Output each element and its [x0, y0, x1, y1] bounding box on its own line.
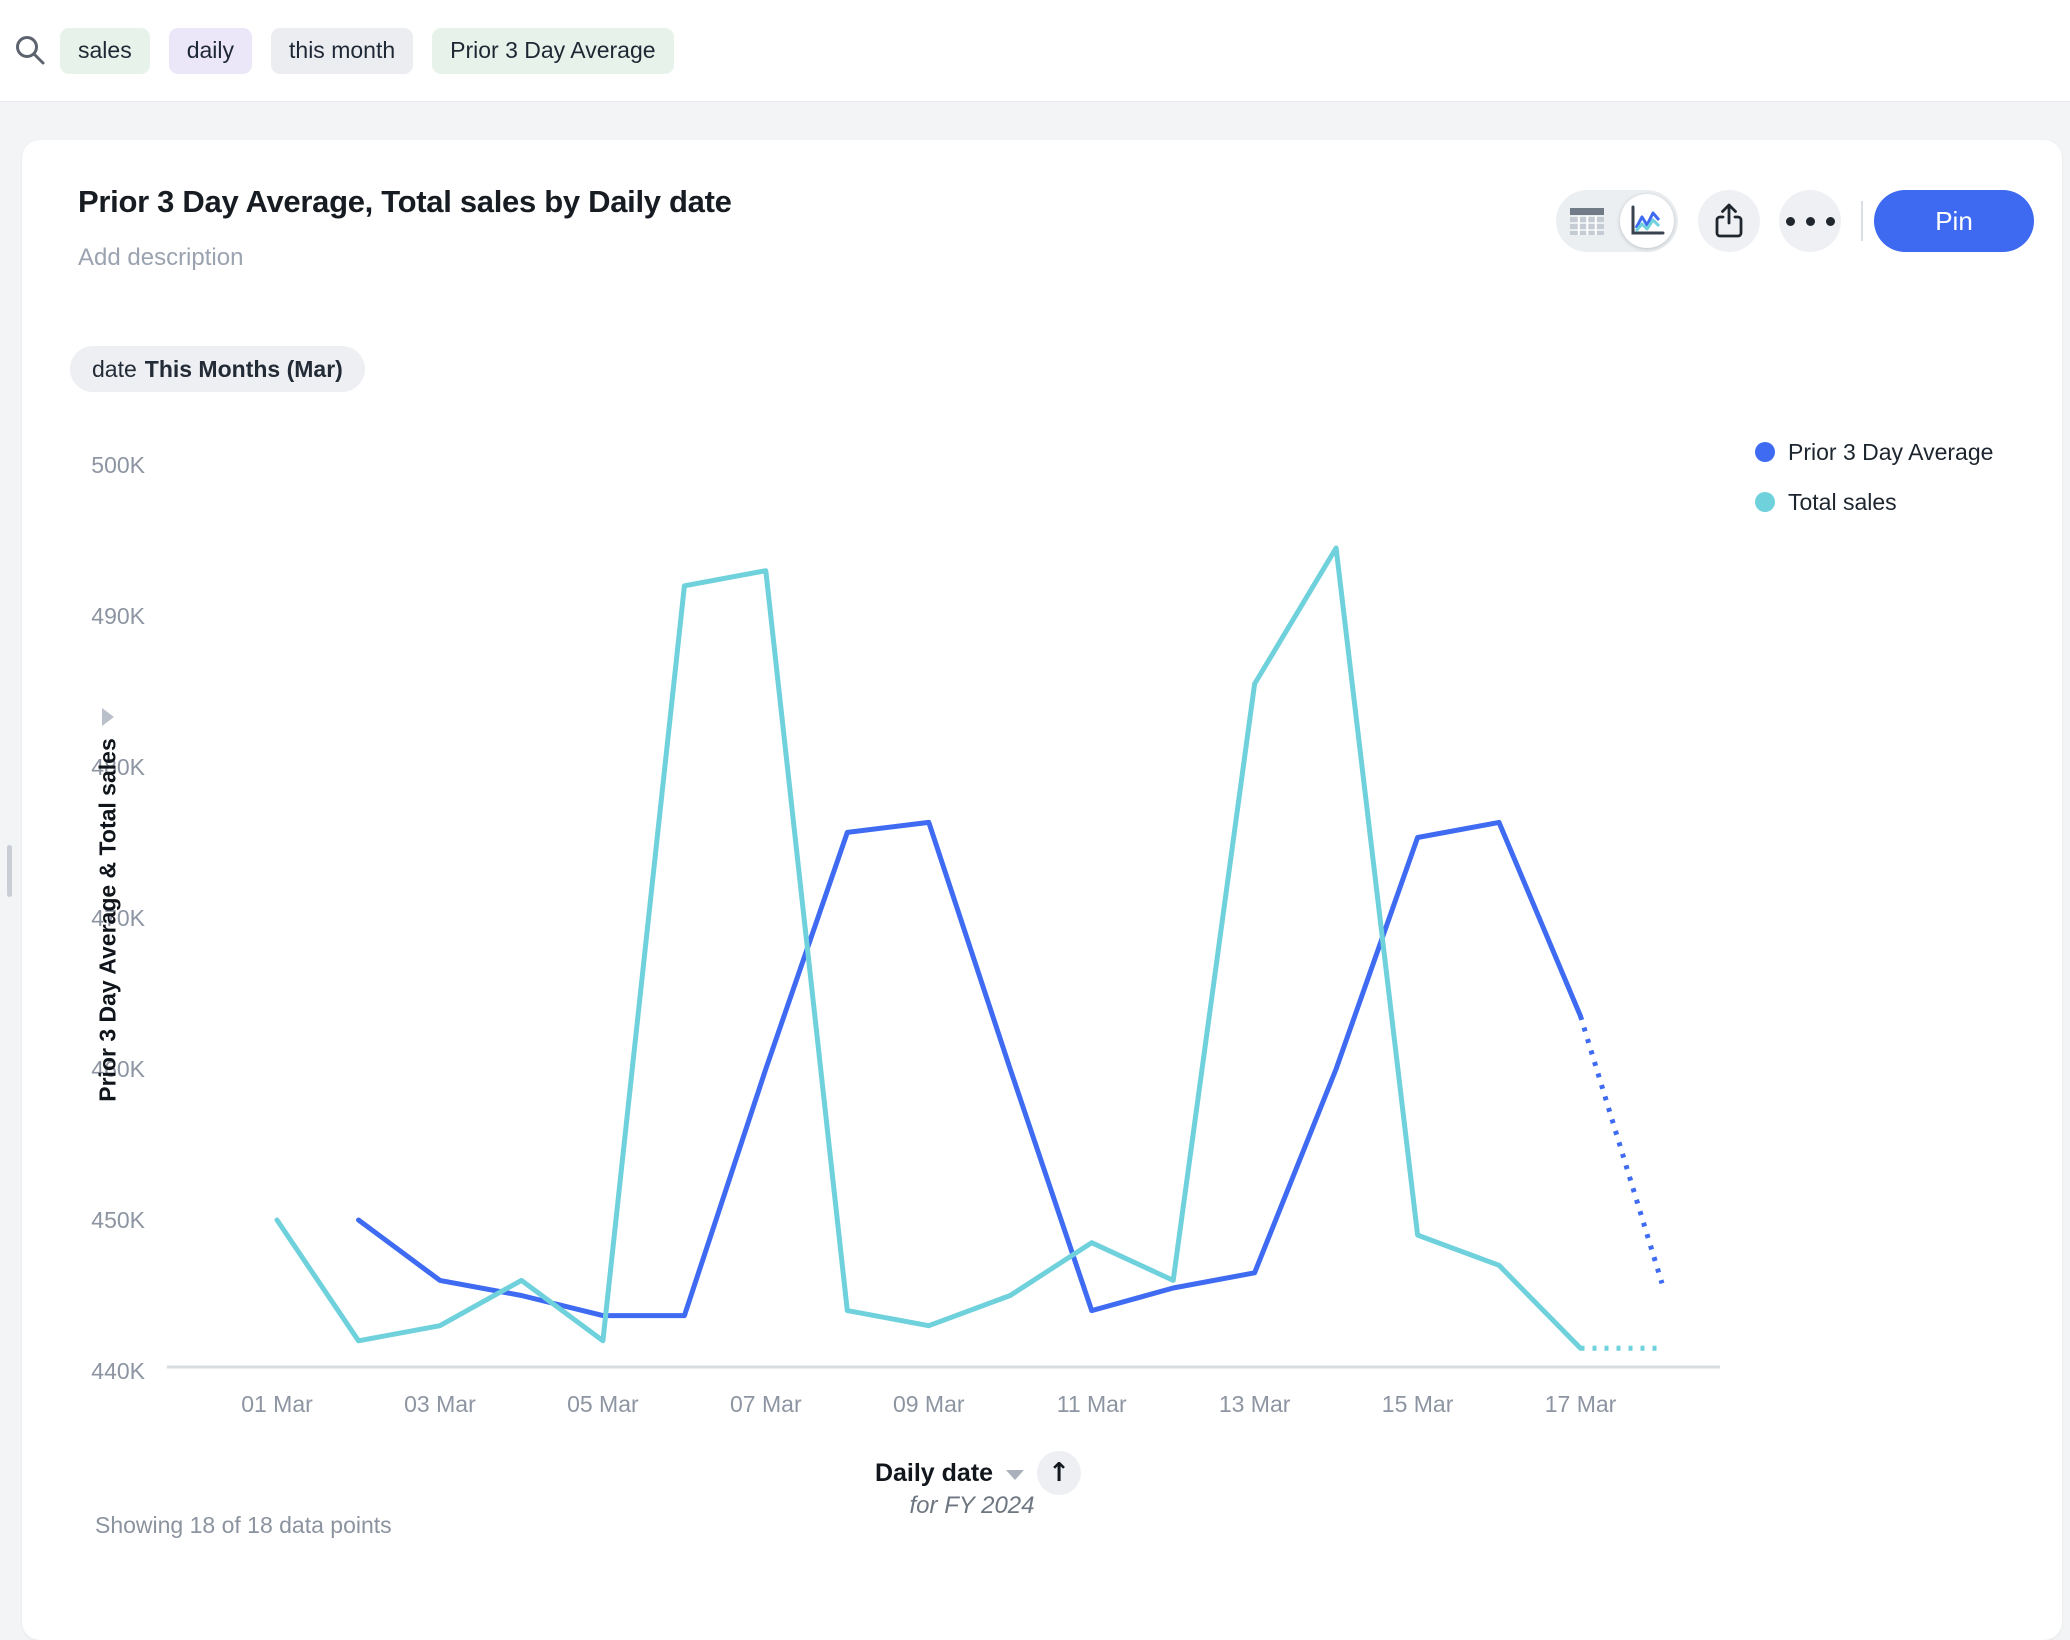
- search-token-daily[interactable]: daily: [168, 27, 253, 74]
- page-title: Prior 3 Day Average, Total sales by Dail…: [78, 184, 732, 219]
- answer-card: Prior 3 Day Average, Total sales by Dail…: [22, 140, 2062, 1640]
- search-icon: [16, 35, 45, 64]
- add-description[interactable]: Add description: [78, 244, 244, 271]
- view-toggle[interactable]: [1556, 190, 1678, 252]
- x-tick-label: 11 Mar: [1057, 1391, 1127, 1417]
- filter-chip-prefix: date: [92, 355, 137, 382]
- x-axis-title[interactable]: Daily date: [874, 1458, 994, 1487]
- x-tick-label: 09 Mar: [893, 1391, 965, 1417]
- ellipsis-icon: [1785, 216, 1835, 226]
- search-token-this-month[interactable]: this month: [271, 27, 414, 74]
- chart-plot-area[interactable]: 440K 450K 460K 470K 480K 490K 500K 01 Mar 03 Mar…: [22, 140, 2062, 1640]
- x-tick-label: 17 Mar: [1545, 1391, 1617, 1417]
- x-tick-label: 13 Mar: [1219, 1391, 1291, 1417]
- y-tick-label: 470K: [91, 905, 145, 931]
- x-tick-label: 15 Mar: [1382, 1391, 1454, 1417]
- chart-view-button[interactable]: [1620, 194, 1674, 248]
- legend-dot-prior-3-day-average: [1755, 442, 1775, 462]
- y-tick-label: 480K: [91, 754, 145, 780]
- x-tick-label: 01 Mar: [241, 1391, 313, 1417]
- search-token-prior-3-day-average[interactable]: Prior 3 Day Average: [432, 27, 674, 74]
- series-line-projection-prior-3-day-average[interactable]: [1578, 1015, 1665, 1285]
- search-token-sales[interactable]: sales: [60, 27, 150, 74]
- data-points-status: Showing 18 of 18 data points: [95, 1512, 392, 1538]
- x-axis-control: Daily date ↑: [874, 1450, 1082, 1496]
- y-axis-title[interactable]: Prior 3 Day Average & Total sales: [94, 738, 121, 1102]
- table-view-button[interactable]: [1556, 190, 1618, 252]
- y-tick-label: 440K: [91, 1358, 145, 1384]
- legend-label: Total sales: [1788, 488, 1897, 515]
- x-tick-label: 07 Mar: [730, 1391, 802, 1417]
- table-icon: [1570, 208, 1604, 235]
- y-tick-label: 450K: [91, 1207, 145, 1233]
- share-icon: [1715, 203, 1743, 238]
- legend-dot-total-sales: [1755, 492, 1775, 512]
- y-tick-label: 490K: [91, 603, 145, 629]
- y-tick-label: 500K: [91, 452, 145, 478]
- left-panel-drag-handle[interactable]: [7, 845, 12, 897]
- share-button[interactable]: [1698, 190, 1760, 252]
- x-tick-label: 03 Mar: [404, 1391, 476, 1417]
- chart-legend: Prior 3 Day Average Total sales: [1755, 438, 1994, 515]
- fiscal-year-note: for FY 2024: [909, 1492, 1035, 1519]
- chevron-down-icon[interactable]: [1006, 1470, 1025, 1480]
- x-tick-label: 05 Mar: [567, 1391, 639, 1417]
- more-options-button[interactable]: [1779, 190, 1841, 252]
- legend-item[interactable]: Prior 3 Day Average: [1755, 438, 1994, 465]
- search-bar[interactable]: sales daily this month Prior 3 Day Avera…: [0, 0, 2070, 102]
- sort-ascending-button[interactable]: ↑: [1037, 1451, 1082, 1495]
- legend-item[interactable]: Total sales: [1755, 488, 1993, 515]
- y-tick-label: 460K: [91, 1056, 145, 1082]
- series-line-total-sales[interactable]: [274, 545, 1583, 1351]
- date-filter-chip[interactable]: date This Months (Mar): [70, 346, 365, 392]
- toolbar-divider: [1861, 201, 1863, 241]
- legend-label: Prior 3 Day Average: [1788, 438, 1994, 465]
- pin-button[interactable]: Pin: [1874, 190, 2034, 252]
- line-chart-icon: [1631, 205, 1665, 235]
- filter-chip-value: This Months (Mar): [144, 355, 343, 382]
- series-line-prior-3-day-average[interactable]: [356, 819, 1583, 1319]
- y-axis-expand-icon[interactable]: [102, 708, 114, 726]
